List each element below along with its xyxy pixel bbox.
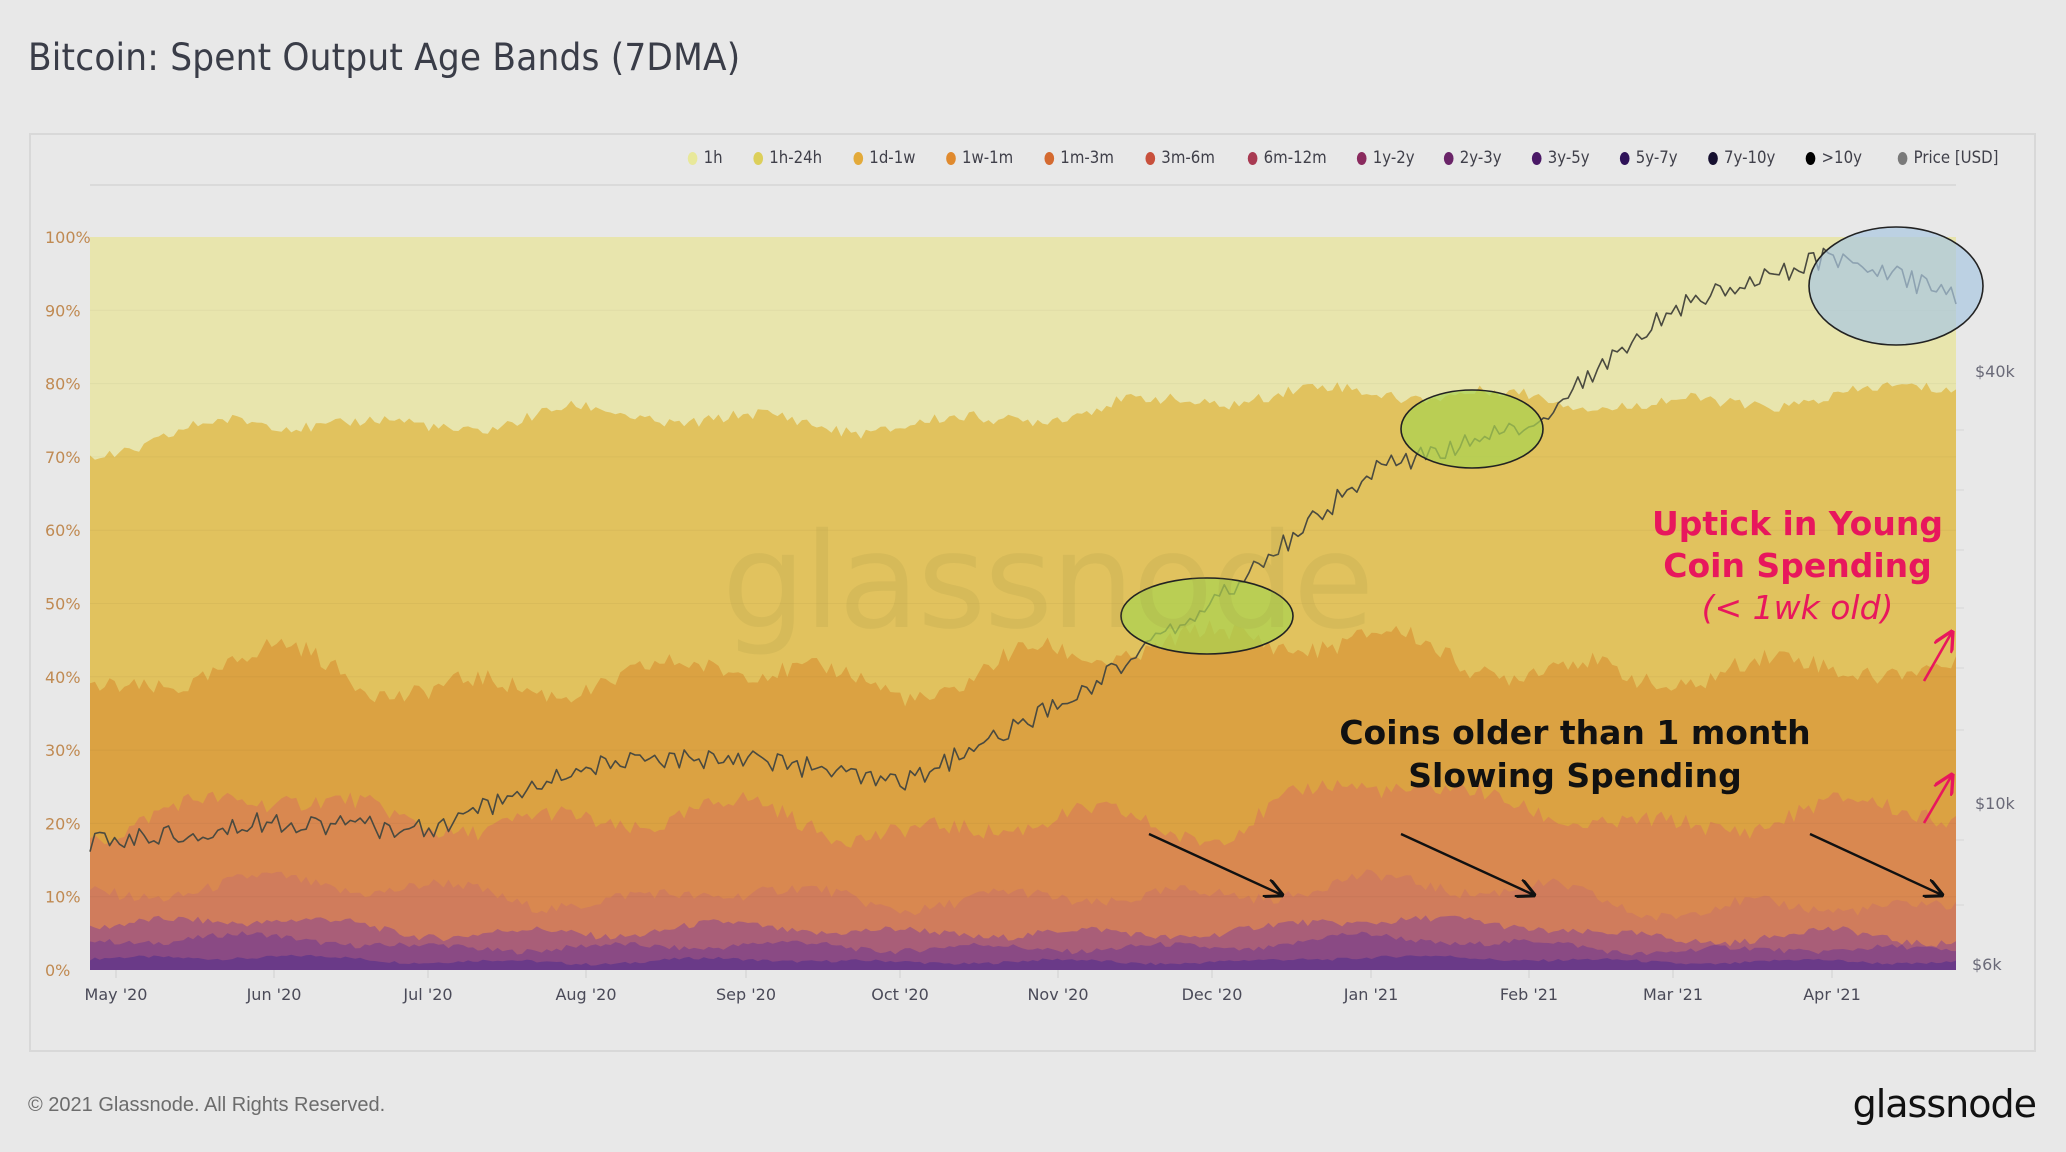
x-tick-label: Oct '20 — [871, 985, 929, 1004]
legend-label: 1d-1w — [868, 148, 916, 168]
y-axis-right: $40k $10k $6k — [1956, 362, 2016, 974]
y-tick-label: 10% — [45, 888, 81, 907]
annotation-young-line3: (< 1wk old) — [1701, 588, 1894, 627]
annotation-young-line1: Uptick in Young — [1652, 504, 1943, 543]
legend-label: 5y-7y — [1635, 148, 1678, 168]
x-tick-label: Dec '20 — [1182, 985, 1243, 1004]
legend-dot-icon — [1619, 151, 1630, 165]
x-tick-label: May '20 — [85, 985, 148, 1004]
annotation-old-coins: Coins older than 1 month Slowing Spendin… — [1330, 711, 1820, 797]
legend-item[interactable]: 1w-1m — [946, 148, 1013, 168]
y2-tick-label: $40k — [1975, 362, 2016, 381]
page-title: Bitcoin: Spent Output Age Bands (7DMA) — [28, 36, 741, 79]
legend-item[interactable]: 2y-3y — [1444, 148, 1502, 168]
legend-label: 6m-12m — [1263, 148, 1327, 168]
arrow-up-1-icon — [1922, 632, 1952, 682]
legend-item[interactable]: 1d-1w — [853, 148, 915, 168]
legend-item[interactable]: Price [USD] — [1897, 148, 1998, 168]
highlight-ellipse-jan — [1400, 389, 1544, 469]
legend-dot-icon — [946, 151, 956, 165]
legend-dot-icon — [1531, 151, 1542, 165]
legend-label: 3y-5y — [1547, 148, 1590, 168]
glassnode-logo: glassnode — [1852, 1082, 2037, 1126]
y-tick-label: 80% — [45, 375, 81, 394]
x-tick-label: Jan '21 — [1343, 985, 1399, 1004]
x-tick-label: Sep '20 — [716, 985, 776, 1004]
y-axis-left: 0% 10% 20% 30% 40% 50% 60% 70% 80% 90% 100% — [45, 228, 91, 980]
legend-item[interactable]: 6m-12m — [1247, 148, 1327, 168]
legend-item[interactable]: 3y-5y — [1531, 148, 1590, 168]
legend-label: 1m-3m — [1060, 148, 1115, 168]
y-tick-label: 50% — [45, 595, 81, 614]
footer-copyright: © 2021 Glassnode. All Rights Reserved. — [28, 1094, 386, 1116]
legend-label: 3m-6m — [1161, 148, 1216, 168]
legend-dot-icon — [687, 151, 698, 165]
legend-item[interactable]: >10y — [1805, 148, 1862, 168]
y-tick-label: 90% — [45, 301, 81, 320]
legend-label: 2y-3y — [1460, 148, 1502, 168]
highlight-ellipse-apr — [1808, 226, 1984, 346]
y2-tick-label: $10k — [1975, 794, 2016, 813]
annotation-young-coins: Uptick in Young Coin Spending (< 1wk old… — [1640, 503, 1955, 629]
legend-dot-icon — [1356, 151, 1367, 165]
legend-item[interactable]: 1h — [687, 148, 723, 168]
legend-item[interactable]: 1y-2y — [1356, 148, 1415, 168]
legend-dot-icon — [753, 151, 764, 165]
legend-label: 1h — [703, 148, 723, 168]
x-tick-label: Jun '20 — [246, 985, 302, 1004]
legend-dot-icon — [1708, 151, 1719, 165]
legend-dot-icon — [1805, 151, 1815, 165]
area-bands — [90, 237, 1956, 970]
x-tick-label: Apr '21 — [1803, 985, 1861, 1004]
x-tick-label: Jul '20 — [402, 985, 452, 1004]
x-axis: May '20 Jun '20 Jul '20 Aug '20 Sep '20 Oct '… — [85, 970, 1861, 1004]
legend-dot-icon — [1444, 151, 1454, 165]
legend-item[interactable]: 1m-3m — [1044, 148, 1115, 168]
annotation-young-line2: Coin Spending — [1663, 546, 1932, 585]
y-tick-label: 40% — [45, 668, 81, 687]
y-tick-label: 30% — [45, 741, 81, 760]
y-tick-label: 100% — [45, 228, 91, 247]
price-line — [89, 247, 1957, 852]
legend-label: 1h-24h — [769, 148, 823, 168]
legend-label: Price [USD] — [1913, 148, 1998, 168]
legend-item[interactable]: 5y-7y — [1619, 148, 1677, 168]
legend-item[interactable]: 7y-10y — [1708, 148, 1776, 168]
gridlines — [90, 184, 1956, 186]
legend-label: 1w-1m — [962, 148, 1014, 168]
arrow-down-1-icon — [1148, 832, 1282, 895]
legend-dot-icon — [1044, 151, 1055, 165]
arrow-down-3-icon — [1809, 832, 1942, 895]
legend-dot-icon — [1145, 151, 1156, 165]
y-tick-label: 0% — [45, 961, 70, 980]
chart-legend: 1h 1h-24h 1d-1w 1w-1m 1m-3m 3m-6m 6m-12m 1y-2y 2… — [661, 147, 1998, 169]
legend-dot-icon — [1247, 151, 1258, 165]
arrow-down-2-icon — [1400, 832, 1534, 895]
watermark: glassnode — [722, 505, 1374, 659]
legend-item[interactable]: 3m-6m — [1145, 148, 1216, 168]
x-tick-label: Aug '20 — [555, 985, 616, 1004]
y-tick-label: 70% — [45, 448, 81, 467]
area-band — [90, 954, 1956, 970]
highlight-ellipse-dec — [1120, 577, 1294, 655]
y-tick-label: 60% — [45, 521, 81, 540]
arrow-up-2-icon — [1922, 775, 1952, 824]
y-tick-label: 20% — [45, 814, 81, 833]
y2-tick-label: $6k — [1972, 955, 2002, 974]
legend-label: 1y-2y — [1372, 148, 1415, 168]
x-tick-label: Feb '21 — [1500, 985, 1558, 1004]
annotation-old-line1: Coins older than 1 month — [1339, 713, 1811, 752]
x-tick-label: Nov '20 — [1027, 985, 1088, 1004]
legend-item[interactable]: 1h-24h — [753, 148, 823, 168]
legend-dot-icon — [1897, 151, 1907, 165]
x-tick-label: Mar '21 — [1643, 985, 1703, 1004]
legend-label: 7y-10y — [1724, 148, 1776, 168]
legend-dot-icon — [853, 151, 863, 165]
legend-label: >10y — [1821, 148, 1862, 168]
annotation-old-line2: Slowing Spending — [1408, 756, 1742, 795]
